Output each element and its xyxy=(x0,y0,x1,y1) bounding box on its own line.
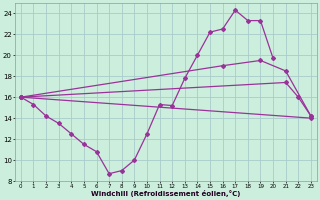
X-axis label: Windchill (Refroidissement éolien,°C): Windchill (Refroidissement éolien,°C) xyxy=(91,190,241,197)
